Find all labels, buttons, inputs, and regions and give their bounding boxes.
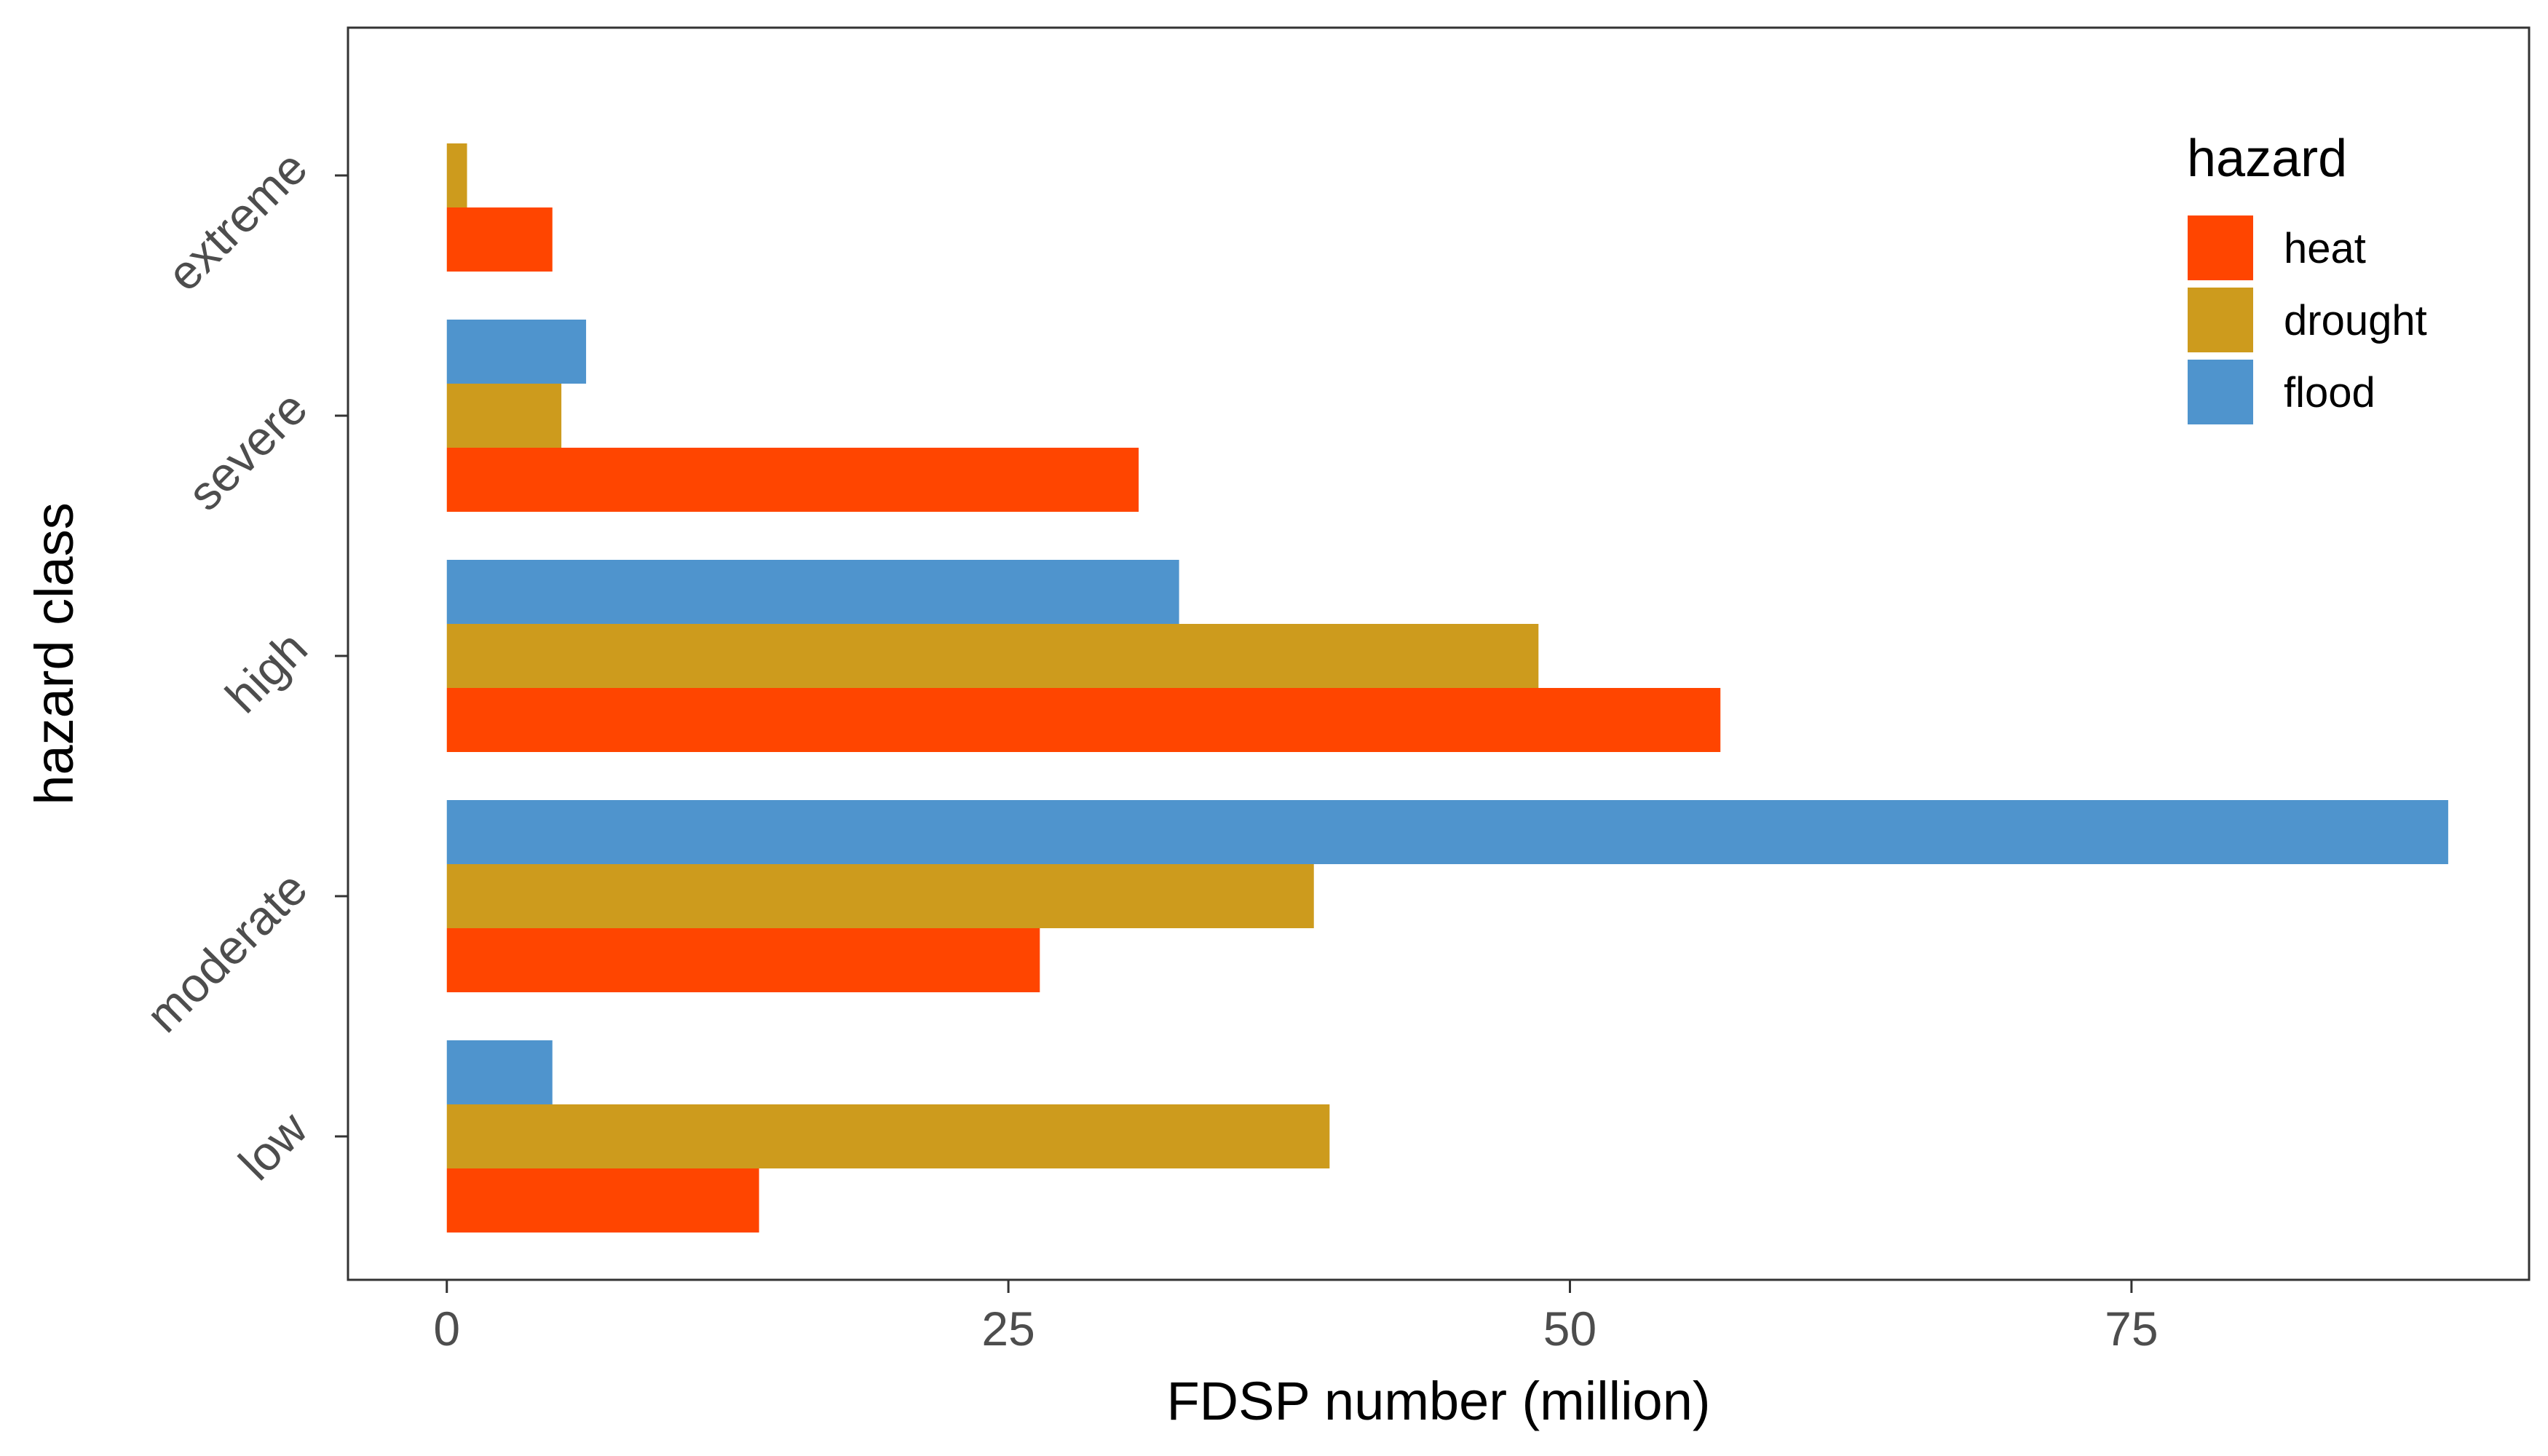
y-axis: low moderate high severe extreme [135, 141, 348, 1190]
legend-key-drought [2188, 288, 2253, 352]
x-tick-label-25: 25 [981, 1302, 1034, 1356]
bar-drought-low [446, 1104, 1330, 1168]
legend: hazard heat drought flood [2187, 130, 2427, 424]
legend-title: hazard [2187, 130, 2347, 188]
bar-flood-low [446, 1040, 553, 1104]
legend-key-heat [2188, 215, 2253, 280]
bar-heat-severe [446, 448, 1139, 512]
legend-key-flood [2188, 360, 2253, 424]
bar-drought-high [446, 624, 1539, 688]
y-tick-label-moderate: moderate [135, 861, 317, 1042]
x-axis: 0 25 50 75 [433, 1280, 2159, 1356]
x-axis-title: FDSP number (million) [1166, 1371, 1710, 1431]
panel-border [347, 26, 2531, 1281]
bar-drought-severe [446, 384, 562, 448]
bar-heat-low [446, 1168, 759, 1233]
legend-label-drought: drought [2284, 297, 2427, 344]
y-tick-label-high: high [215, 621, 317, 724]
bar-flood-moderate [446, 800, 2448, 864]
bar-flood-severe [446, 320, 587, 384]
legend-label-heat: heat [2284, 225, 2366, 272]
x-tick-label-75: 75 [2105, 1302, 2158, 1356]
x-tick-label-50: 50 [1543, 1302, 1597, 1356]
y-tick-label-low: low [229, 1101, 318, 1190]
bar-drought-moderate [446, 864, 1314, 928]
y-axis-title: hazard class [24, 502, 84, 804]
legend-label-flood: flood [2284, 369, 2375, 416]
x-tick-label-0: 0 [433, 1302, 460, 1356]
bar-drought-extreme [446, 143, 467, 207]
bar-heat-extreme [446, 207, 553, 272]
y-tick-label-severe: severe [177, 381, 317, 521]
bars-layer [446, 143, 2448, 1233]
bar-heat-high [446, 688, 1721, 752]
bar-heat-moderate [446, 928, 1040, 992]
y-tick-label-extreme: extreme [157, 141, 317, 301]
bar-flood-high [446, 560, 1179, 624]
